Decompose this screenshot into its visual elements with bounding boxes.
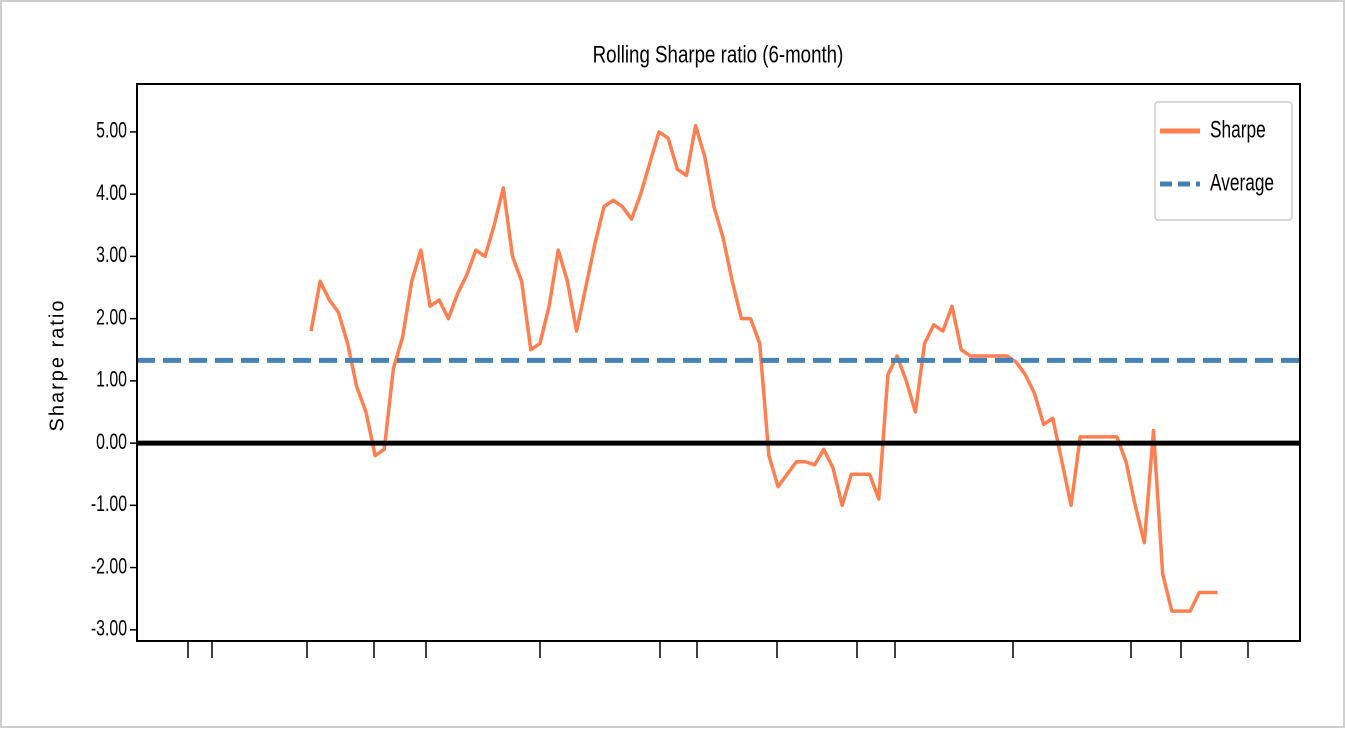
y-tick-label: -3.00 [91,617,127,641]
legend-label: Average [1210,170,1274,196]
y-tick-label: 0.00 [96,431,127,455]
y-tick-label: -1.00 [91,493,127,517]
legend-label: Sharpe [1210,117,1266,143]
y-tick-label: 3.00 [96,244,127,268]
y-tick-label: 4.00 [96,182,127,206]
y-tick-label: -2.00 [91,555,127,579]
y-tick-label: 1.00 [96,368,127,392]
series-line [309,123,1218,613]
plot-border [136,83,1301,642]
y-axis-label: Sharpe ratio [46,299,68,432]
y-tick-label: 5.00 [96,119,127,143]
chart-title: Rolling Sharpe ratio (6-month) [593,41,844,68]
y-tick-label: 2.00 [96,306,127,330]
